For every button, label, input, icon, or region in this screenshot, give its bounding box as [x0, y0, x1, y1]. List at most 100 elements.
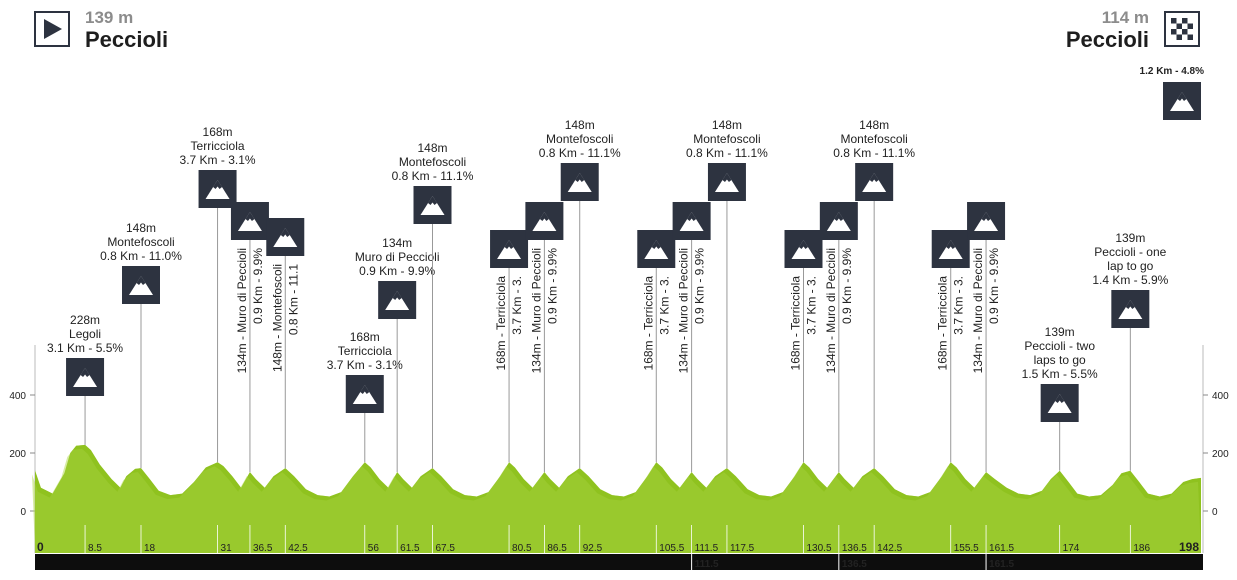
mountain-icon: [784, 230, 823, 268]
climb-label: 148m: [126, 221, 156, 235]
climb-label-vertical: 0.9 Km - 9.9%: [840, 248, 854, 324]
mountain-icon: [122, 266, 160, 304]
x-tick-label: 0: [37, 540, 44, 554]
climb-label: 0.8 Km - 11.1%: [686, 146, 768, 160]
mountain-icon: [490, 230, 529, 268]
climb-label-vertical: 3.7 Km - 3.: [952, 276, 966, 335]
mountain-icon: [967, 202, 1006, 240]
mountain-icon: [707, 163, 746, 201]
y-tick-label-left: 400: [9, 391, 26, 402]
x-tick-label: 111.5: [695, 543, 719, 554]
x-tick-label: 105.5: [659, 543, 684, 554]
x-tick-label: 80.5: [512, 543, 532, 554]
climb-label: 139m: [1115, 231, 1145, 245]
finish-flag-box: [1164, 11, 1200, 47]
start-altitude: 139 m: [85, 8, 134, 27]
climb-label: Montefoscoli: [693, 132, 760, 146]
climb-label: 168m: [203, 125, 233, 139]
climb-label: Montefoscoli: [107, 235, 174, 249]
climb-label: 148m: [712, 118, 742, 132]
mountain-icon: [198, 170, 237, 208]
climb-label: 1.4 Km - 5.9%: [1092, 273, 1168, 287]
climb-label-vertical: 134m - Muro di Peccioli: [235, 248, 249, 373]
mountain-icon: [1111, 290, 1150, 328]
mountain-icon: [345, 375, 384, 413]
climb-label: 0.9 Km - 9.9%: [359, 264, 435, 278]
climb-label: 3.7 Km - 3.1%: [180, 153, 256, 167]
climb-label: 148m: [859, 118, 889, 132]
climb-label-vertical: 134m - Muro di Peccioli: [824, 248, 838, 373]
climb-label-vertical: 168m - Terricciola: [494, 276, 508, 371]
play-icon: [44, 19, 62, 39]
climb-label: 0.8 Km - 11.1%: [392, 169, 474, 183]
climb-label-vertical: 168m - Terricciola: [641, 276, 655, 371]
climb-label: Peccioli - one: [1094, 245, 1166, 259]
x-tick-label: 130.5: [807, 543, 832, 554]
bar-tick-label: 136.5: [842, 559, 867, 570]
mountain-icon: [1163, 82, 1201, 120]
mountain-icon: [560, 163, 599, 201]
climb-label-vertical: 0.9 Km - 9.9%: [987, 248, 1001, 324]
climb-label: 0.8 Km - 11.0%: [100, 249, 182, 263]
x-tick-label: 155.5: [954, 543, 979, 554]
climb-label: Montefoscoli: [399, 155, 466, 169]
mountain-icon: [672, 202, 711, 240]
climb-label: 1.5 Km - 5.5%: [1022, 367, 1098, 381]
x-tick-label: 56: [368, 543, 380, 554]
climb-label-vertical: 0.9 Km - 9.9%: [545, 248, 559, 324]
start-header: 139 m Peccioli: [85, 8, 168, 52]
x-tick-label: 117.5: [730, 543, 755, 554]
x-tick-label: 198: [1179, 540, 1199, 554]
x-tick-label: 161.5: [989, 543, 1014, 554]
mountain-icon: [266, 218, 305, 256]
x-tick-label: 142.5: [877, 543, 902, 554]
climb-label: Peccioli - two: [1024, 339, 1095, 353]
mountain-icon: [931, 230, 970, 268]
climb-label-vertical: 134m - Muro di Peccioli: [529, 248, 543, 373]
climb-label: 168m: [350, 330, 380, 344]
x-tick-label: 31: [221, 543, 233, 554]
climb-label: 148m: [565, 118, 595, 132]
climb-label-vertical: 0.8 Km - 11.1: [286, 264, 300, 335]
final-climb-label: 1.2 Km - 4.8%: [1140, 66, 1205, 77]
climb-label-vertical: 3.7 Km - 3.: [510, 276, 524, 335]
climb-label: 0.8 Km - 11.1%: [539, 146, 621, 160]
climb-label: Legoli: [69, 327, 101, 341]
mountain-icon: [378, 281, 417, 319]
checkered-flag-icon: [1171, 18, 1193, 40]
y-tick-label-left: 0: [20, 507, 26, 518]
climb-label: 134m: [382, 236, 412, 250]
x-tick-label: 36.5: [253, 543, 273, 554]
x-tick-label: 92.5: [583, 543, 603, 554]
climb-label: lap to go: [1107, 259, 1153, 273]
distance-bar: [35, 554, 1203, 570]
x-tick-label: 67.5: [436, 543, 456, 554]
elevation-area-shade: [35, 444, 1201, 553]
climb-label: 148m: [417, 141, 447, 155]
climb-label: 228m: [70, 313, 100, 327]
climb-label: Montefoscoli: [840, 132, 907, 146]
climb-label-vertical: 168m - Terricciola: [936, 276, 950, 371]
mountain-icon: [637, 230, 676, 268]
mountain-icon: [413, 186, 452, 224]
y-tick-label-right: 400: [1212, 391, 1229, 402]
climb-label-vertical: 0.9 Km - 9.9%: [693, 248, 707, 324]
mountain-icon: [855, 163, 894, 201]
climb-label: Terricciola: [191, 139, 245, 153]
x-tick-label: 42.5: [288, 543, 308, 554]
climb-label: 3.7 Km - 3.1%: [327, 358, 403, 372]
climb-label: 3.1 Km - 5.5%: [47, 341, 123, 355]
mountain-icon: [525, 202, 564, 240]
x-tick-label: 186: [1133, 543, 1150, 554]
start-flag-box: [34, 11, 70, 47]
climb-label-vertical: 3.7 Km - 3.: [657, 276, 671, 335]
x-tick-label: 18: [144, 543, 156, 554]
climb-label-vertical: 134m - Muro di Peccioli: [971, 248, 985, 373]
mountain-icon: [819, 202, 858, 240]
climb-label: 0.8 Km - 11.1%: [833, 146, 915, 160]
bar-tick-label: 111.5: [695, 559, 719, 570]
x-tick-label: 136.5: [842, 543, 867, 554]
mountain-icon: [1040, 384, 1079, 422]
x-tick-label: 8.5: [88, 543, 102, 554]
